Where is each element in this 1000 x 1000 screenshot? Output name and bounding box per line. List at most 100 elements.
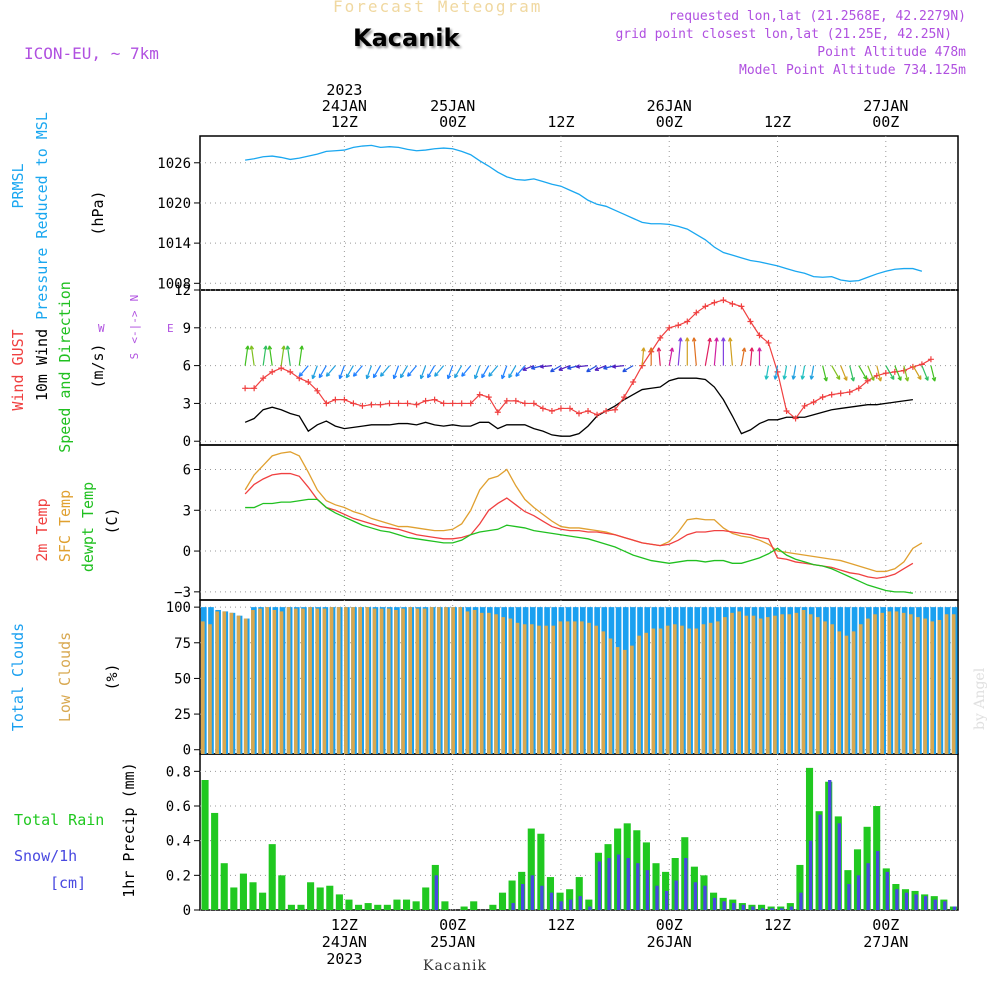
wind-arrow [921, 365, 929, 381]
rain-bar [508, 880, 516, 910]
prmsl-desc-label: Pressure Reduced to MSL [33, 112, 51, 320]
low-cloud-bar [551, 625, 556, 754]
y-tick-label: 12 [174, 283, 191, 299]
snow-bar [549, 892, 554, 910]
low-cloud-label: Low Clouds [56, 632, 74, 722]
wind-arrow [461, 365, 472, 377]
low-cloud-bar [537, 625, 541, 754]
wind-arrow [867, 365, 875, 381]
total-cloud-label: Total Clouds [9, 623, 27, 731]
y-tick-label: 1014 [157, 236, 191, 252]
rain-bar [316, 887, 324, 910]
low-cloud-bar [730, 612, 734, 754]
low-cloud-bar [637, 635, 641, 754]
precip-unit-label: 1hr Precip (mm) [120, 762, 138, 897]
wind-arrow [782, 365, 788, 380]
low-cloud-bar [265, 607, 270, 754]
low-cloud-bar [701, 624, 706, 754]
gust-marker [792, 415, 799, 422]
snow-bar [540, 885, 544, 910]
rain-bar [383, 904, 391, 910]
low-cloud-bar [386, 608, 391, 754]
gust-marker [666, 324, 673, 331]
rain-bar [268, 844, 276, 910]
low-cloud-bar [479, 612, 484, 754]
wind-arrow [481, 365, 490, 379]
snow-bar [952, 906, 957, 910]
low-cloud-bar [744, 615, 749, 754]
low-cloud-bar [851, 631, 856, 754]
gust-marker [395, 400, 402, 407]
wind-arrow [325, 365, 336, 377]
rain-bar [796, 864, 804, 910]
compass-mid: <-|-> [128, 310, 141, 343]
time-label-bottom: 26JAN [647, 933, 692, 951]
gust-marker [882, 370, 889, 377]
snow-bar [732, 903, 736, 910]
low-cloud-bar [944, 614, 949, 754]
compass-w: W [98, 322, 105, 335]
gust-marker [539, 405, 546, 412]
rain-bar [402, 899, 411, 910]
low-cloud-bar [208, 624, 212, 754]
time-label-bottom: 27JAN [863, 933, 908, 951]
wind-arrow [894, 365, 902, 381]
low-cloud-bar [315, 608, 320, 754]
gust-marker [774, 368, 781, 375]
y-tick-label: 6 [183, 359, 191, 375]
low-cloud-bar [672, 624, 677, 754]
gust-marker [855, 385, 862, 392]
prmsl-line [245, 144, 923, 282]
low-cloud-bar [737, 611, 741, 754]
wind-arrow [345, 365, 354, 379]
rain-bar [326, 885, 334, 910]
wind-arrow [311, 365, 318, 380]
snow-bar [760, 908, 765, 910]
low-cloud-bar [279, 611, 284, 754]
y-tick-label: 0 [183, 544, 191, 560]
low-cloud-bar [272, 609, 277, 754]
point-altitude: Point Altitude 478m [817, 45, 966, 60]
low-cloud-bar [251, 609, 255, 754]
rain-bar [307, 882, 315, 910]
low-cloud-bar [394, 609, 398, 754]
snow-bar [914, 894, 918, 910]
wind-arrow [488, 365, 499, 377]
y-tick-label: 0.6 [166, 799, 191, 815]
time-label-bottom: 12Z [764, 916, 791, 934]
footer-location: Kacanik [423, 958, 487, 974]
rain-bar [335, 894, 343, 910]
snow-bar [597, 861, 602, 910]
time-label-bottom: 12Z [547, 916, 574, 934]
temp-unit-label: (C) [103, 507, 121, 534]
gust-marker [341, 396, 348, 403]
time-label-bottom: 12Z [331, 916, 358, 934]
low-cloud-bar [308, 607, 312, 754]
gust-marker [386, 400, 393, 407]
gust-marker [359, 402, 366, 409]
low-cloud-bar [615, 647, 620, 754]
gust-marker [702, 303, 709, 310]
wind-arrow [822, 365, 828, 382]
time-label-top: 00Z [872, 113, 899, 131]
y-tick-label: 100 [166, 600, 191, 616]
wind-arrow [399, 365, 409, 379]
wind-arrow [352, 365, 363, 377]
gust-marker [368, 401, 375, 408]
wind-arrow [372, 365, 381, 379]
wind-arrow [903, 365, 910, 382]
low-cloud-bar [472, 609, 477, 754]
rain-bar [278, 875, 286, 910]
gust-marker [801, 402, 808, 409]
low-cloud-bar [715, 621, 720, 754]
time-label-top: 26JAN [647, 97, 692, 115]
gust-marker [711, 299, 718, 306]
wind10-line [244, 377, 913, 437]
time-label-top: 12Z [547, 113, 574, 131]
snow-bar [434, 875, 439, 910]
gust-marker [476, 391, 483, 398]
y-tick-label: 6 [183, 462, 191, 478]
low-cloud-bar [494, 614, 498, 754]
wind-arrow [727, 337, 734, 366]
product-title: Forecast Meteogram [333, 0, 543, 16]
